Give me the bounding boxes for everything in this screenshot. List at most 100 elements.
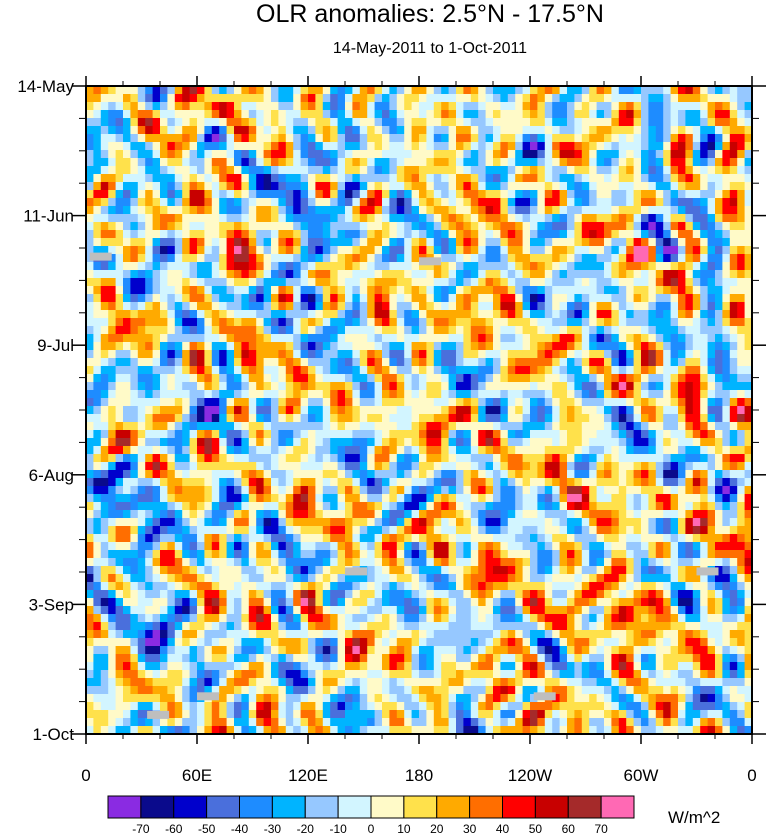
heatmap-cell (278, 262, 287, 271)
heatmap-cell (389, 198, 398, 207)
heatmap-cell (234, 182, 242, 191)
heatmap-cell (611, 470, 620, 479)
heatmap-cell (507, 270, 516, 279)
heatmap-cell (441, 390, 449, 399)
heatmap-cell (352, 198, 361, 207)
heatmap-cell (559, 518, 568, 527)
heatmap-cell (411, 230, 420, 239)
heatmap-cell (86, 326, 94, 335)
heatmap-cell (234, 438, 242, 447)
heatmap-cell (574, 366, 583, 375)
heatmap-cell (234, 486, 242, 495)
heatmap-cell (611, 414, 620, 423)
heatmap-cell (618, 150, 627, 159)
heatmap-cell (256, 510, 264, 519)
heatmap-cell (567, 86, 575, 95)
heatmap-cell (567, 518, 575, 527)
heatmap-cell (86, 438, 94, 447)
heatmap-cell (374, 334, 383, 343)
heatmap-cell (204, 246, 213, 255)
heatmap-cell (611, 166, 620, 175)
heatmap-cell (596, 374, 605, 383)
heatmap-cell (374, 302, 383, 311)
heatmap-cell (737, 126, 745, 135)
heatmap-cell (315, 502, 324, 511)
heatmap-cell (160, 182, 168, 191)
heatmap-cell (552, 366, 560, 375)
heatmap-cell (515, 406, 523, 415)
heatmap-cell (500, 350, 509, 359)
heatmap-cell (211, 462, 220, 471)
heatmap-cell (167, 390, 176, 399)
heatmap-cell (641, 502, 649, 511)
heatmap-cell (226, 470, 235, 479)
heatmap-cell (433, 166, 442, 175)
heatmap-cell (130, 398, 139, 407)
heatmap-cell (419, 246, 427, 255)
heatmap-cell (648, 94, 657, 103)
heatmap-cell (500, 102, 509, 111)
heatmap-cell (226, 494, 235, 503)
heatmap-cell (322, 230, 331, 239)
heatmap-cell (352, 470, 361, 479)
heatmap-cell (115, 190, 124, 199)
heatmap-cell (737, 406, 745, 415)
heatmap-cell (715, 502, 723, 511)
heatmap-cell (108, 318, 116, 327)
heatmap-cell (160, 278, 168, 287)
heatmap-cell (93, 134, 102, 143)
heatmap-cell (685, 430, 694, 439)
heatmap-cell (197, 118, 205, 127)
heatmap-cell (322, 374, 331, 383)
heatmap-cell (419, 174, 427, 183)
heatmap-cell (485, 334, 494, 343)
heatmap-cell (359, 438, 368, 447)
heatmap-cell (596, 478, 605, 487)
heatmap-cell (581, 238, 590, 247)
heatmap-cell (700, 166, 708, 175)
heatmap-cell (160, 174, 168, 183)
heatmap-cell (293, 478, 301, 487)
heatmap-cell (382, 158, 390, 167)
heatmap-cell (618, 286, 627, 295)
heatmap-cell (404, 470, 412, 479)
heatmap-cell (419, 518, 427, 527)
heatmap-cell (256, 286, 264, 295)
heatmap-cell (108, 238, 116, 247)
heatmap-cell (626, 366, 634, 375)
heatmap-cell (167, 190, 176, 199)
heatmap-cell (152, 310, 161, 319)
heatmap-cell (271, 142, 279, 151)
heatmap-cell (86, 134, 94, 143)
heatmap-cell (722, 430, 731, 439)
heatmap-cell (123, 198, 131, 207)
heatmap-cell (507, 182, 516, 191)
heatmap-cell (626, 358, 634, 367)
heatmap-cell (419, 406, 427, 415)
heatmap-cell (722, 470, 731, 479)
heatmap-cell (374, 390, 383, 399)
heatmap-cell (300, 454, 309, 463)
heatmap-cell (692, 118, 701, 127)
heatmap-cell (330, 166, 338, 175)
heatmap-cell (374, 198, 383, 207)
heatmap-cell (197, 438, 205, 447)
heatmap-cell (359, 302, 368, 311)
heatmap-cell (470, 478, 479, 487)
heatmap-cell (456, 406, 464, 415)
heatmap-cell (463, 302, 472, 311)
heatmap-cell (219, 294, 227, 303)
heatmap-cell (211, 286, 220, 295)
heatmap-cell (530, 382, 538, 391)
heatmap-cell (515, 502, 523, 511)
heatmap-cell (604, 182, 612, 191)
heatmap-cell (448, 150, 457, 159)
heatmap-cell (493, 406, 501, 415)
heatmap-cell (174, 502, 183, 511)
heatmap-cell (411, 238, 420, 247)
heatmap-cell (86, 422, 94, 431)
heatmap-cell (485, 366, 494, 375)
heatmap-cell (93, 462, 102, 471)
heatmap-cell (655, 406, 664, 415)
heatmap-cell (352, 422, 361, 431)
